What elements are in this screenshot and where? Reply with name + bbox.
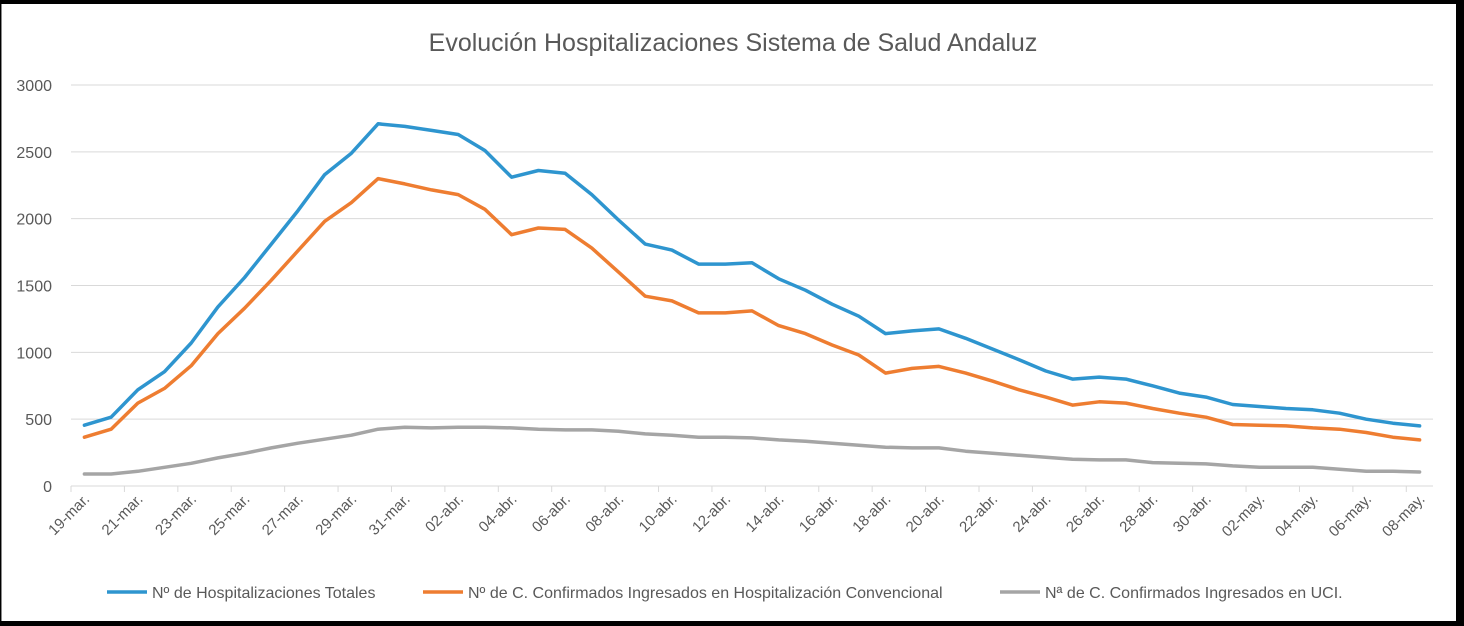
legend-item-2: Nª de C. Confirmados Ingresados en UCI. [1000,585,1343,602]
legend-item-1: Nº de C. Confirmados Ingresados en Hospi… [423,585,943,602]
x-tick-label: 02-may. [1219,491,1269,541]
x-tick-label: 29-mar. [312,491,360,539]
x-tick-label: 24-abr. [1010,491,1055,536]
chart-title: Evolución Hospitalizaciones Sistema de S… [429,29,1038,57]
x-tick-label: 25-mar. [205,491,253,539]
x-tick-label: 04-abr. [475,491,520,536]
x-tick-label: 30-abr. [1170,491,1215,536]
series-line-0 [82,122,1422,428]
x-tick-label: 19-mar. [45,491,93,539]
legend: Nº de Hospitalizaciones Totales Nº de C. … [107,585,1343,602]
series-group [82,122,1422,476]
y-tick-label: 1500 [16,279,52,296]
x-tick-label: 06-may. [1326,491,1376,541]
x-tick-label: 21-mar. [99,491,147,539]
legend-label: Nª de C. Confirmados Ingresados en UCI. [1045,585,1343,602]
y-tick-label: 500 [25,412,52,429]
x-tick-label: 27-mar. [259,491,307,539]
x-tick-label: 02-abr. [422,491,467,536]
x-tick-label: 08-may. [1379,491,1429,541]
x-tick-label: 16-abr. [796,491,841,536]
chart-frame: Evolución Hospitalizaciones Sistema de S… [1,4,1456,621]
x-tick-label: 23-mar. [152,491,200,539]
y-tick-label: 0 [43,479,52,496]
x-tick-label: 22-abr. [956,491,1001,536]
y-tick-label: 2000 [16,212,52,229]
legend-item-0: Nº de Hospitalizaciones Totales [107,585,375,602]
x-tick-label: 10-abr. [636,491,681,536]
y-axis: 0 500 1000 1500 2000 2500 3000 [16,78,52,496]
x-tick-label: 06-abr. [529,491,574,536]
x-tick-label: 14-abr. [742,491,787,536]
x-axis: 19-mar. 21-mar. 23-mar. 25-mar. 27-mar. 29-ma… [45,486,1428,540]
gridlines [71,84,1433,487]
x-tick-label: 12-abr. [689,491,734,536]
x-tick-label: 28-abr. [1116,491,1161,536]
series-line-2 [82,425,1422,476]
y-tick-label: 3000 [16,78,52,95]
x-tick-label: 20-abr. [903,491,948,536]
line-chart: Evolución Hospitalizaciones Sistema de S… [16,29,1433,602]
legend-label: Nº de Hospitalizaciones Totales [152,585,375,602]
x-tick-label: 26-abr. [1063,491,1108,536]
y-tick-label: 2500 [16,145,52,162]
x-tick-label: 04-may. [1272,491,1322,541]
legend-label: Nº de C. Confirmados Ingresados en Hospi… [468,585,943,602]
y-tick-label: 1000 [16,345,52,362]
x-tick-label: 08-abr. [582,491,627,536]
x-tick-label: 18-abr. [849,491,894,536]
x-tick-label: 31-mar. [366,491,414,539]
